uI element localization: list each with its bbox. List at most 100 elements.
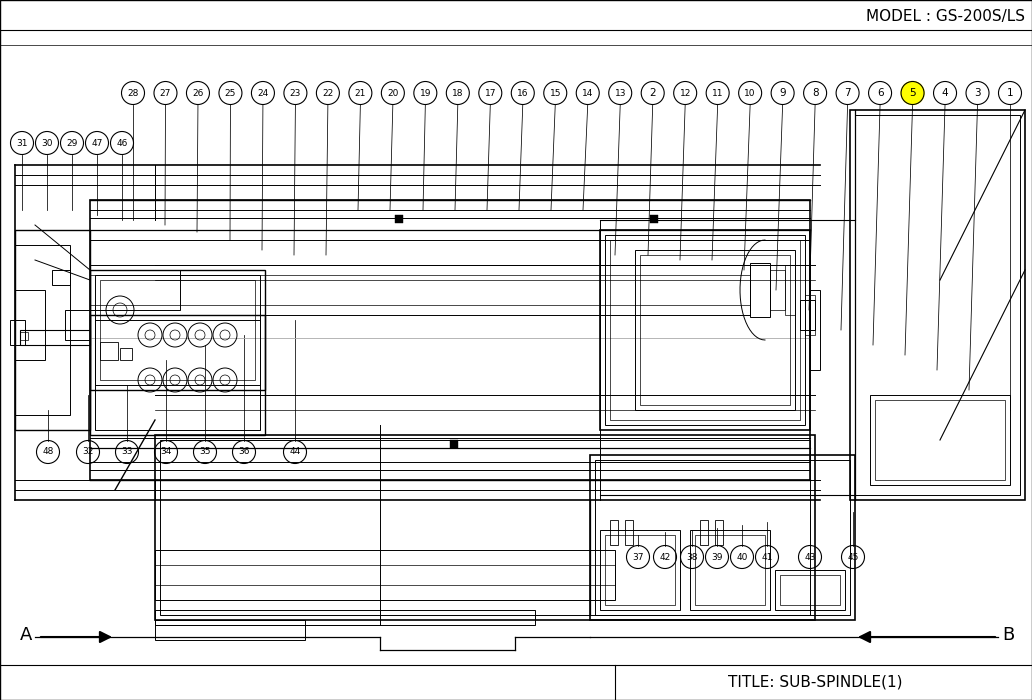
Text: 45: 45 [847, 552, 859, 561]
Bar [600, 530, 680, 610]
Bar [770, 270, 785, 310]
Text: 8: 8 [812, 88, 818, 98]
Bar [10, 320, 25, 345]
Text: 23: 23 [290, 88, 301, 97]
Text: 27: 27 [160, 88, 171, 97]
Bar [52, 270, 70, 285]
Bar [870, 395, 1010, 485]
Text: 15: 15 [549, 88, 561, 97]
Text: 2: 2 [649, 88, 656, 98]
Bar [715, 520, 723, 545]
Bar [625, 520, 633, 545]
Text: 4: 4 [942, 88, 948, 98]
Bar [90, 315, 265, 435]
Bar [95, 320, 260, 430]
Bar [120, 348, 132, 360]
Bar [155, 610, 535, 625]
Text: 25: 25 [225, 88, 236, 97]
Text: 24: 24 [257, 88, 268, 97]
Text: TITLE: SUB-SPINDLE(1): TITLE: SUB-SPINDLE(1) [728, 675, 902, 690]
Text: 36: 36 [238, 447, 250, 456]
Bar [90, 270, 180, 310]
Bar [605, 535, 675, 605]
Bar [450, 440, 458, 448]
Bar [95, 275, 260, 385]
Text: 19: 19 [420, 88, 431, 97]
Text: 12: 12 [679, 88, 690, 97]
Text: 44: 44 [289, 447, 300, 456]
Bar [395, 215, 404, 223]
Bar [15, 290, 45, 360]
Bar [700, 520, 708, 545]
Text: 18: 18 [452, 88, 463, 97]
Bar [65, 310, 90, 340]
Text: 22: 22 [322, 88, 333, 97]
Text: 14: 14 [582, 88, 593, 97]
Text: 42: 42 [659, 552, 671, 561]
Text: 40: 40 [736, 552, 748, 561]
Text: 39: 39 [711, 552, 722, 561]
Bar [850, 110, 1025, 500]
Bar [800, 300, 815, 330]
Bar [605, 235, 805, 425]
Bar [90, 270, 265, 390]
Bar [20, 330, 90, 345]
Text: B: B [1003, 626, 1015, 644]
Bar [695, 535, 765, 605]
Text: 10: 10 [744, 88, 755, 97]
Text: 29: 29 [66, 139, 77, 148]
Bar [854, 115, 1020, 495]
Bar [810, 290, 820, 370]
Text: 47: 47 [91, 139, 103, 148]
Bar [595, 460, 850, 615]
Text: 16: 16 [517, 88, 528, 97]
Bar [610, 240, 800, 420]
Text: 48: 48 [42, 447, 54, 456]
Text: A: A [20, 626, 32, 644]
Text: 1: 1 [1006, 88, 1013, 98]
Bar [90, 265, 750, 315]
Text: 9: 9 [779, 88, 786, 98]
Bar [750, 263, 770, 317]
Text: 31: 31 [17, 139, 28, 148]
Text: 37: 37 [633, 552, 644, 561]
Bar [610, 520, 618, 545]
Bar [90, 275, 750, 305]
Bar [635, 250, 795, 410]
Bar [90, 200, 810, 480]
Text: 17: 17 [485, 88, 496, 97]
Bar [15, 230, 90, 430]
Bar [775, 570, 845, 610]
Bar [690, 530, 770, 610]
Text: 33: 33 [121, 447, 133, 456]
Bar [640, 255, 791, 405]
Bar [650, 215, 658, 223]
Bar [100, 280, 255, 380]
Text: 41: 41 [762, 552, 773, 561]
Bar [20, 332, 28, 340]
Text: 6: 6 [877, 88, 883, 98]
Text: 43: 43 [804, 552, 815, 561]
Text: 30: 30 [41, 139, 53, 148]
Bar [805, 295, 815, 335]
Text: 26: 26 [192, 88, 203, 97]
Bar [780, 575, 840, 605]
Text: 3: 3 [974, 88, 980, 98]
Bar [155, 620, 305, 640]
Bar [785, 265, 795, 315]
Bar [100, 342, 118, 360]
Text: 13: 13 [614, 88, 626, 97]
Text: 46: 46 [117, 139, 128, 148]
Text: MODEL : GS-200S/LS: MODEL : GS-200S/LS [866, 10, 1025, 25]
Bar [15, 245, 70, 415]
Circle shape [901, 81, 924, 104]
Text: 35: 35 [199, 447, 211, 456]
Bar [160, 440, 810, 615]
Bar [875, 400, 1005, 480]
Text: 38: 38 [686, 552, 698, 561]
Bar [600, 230, 810, 430]
Bar [155, 435, 815, 620]
Bar [590, 455, 854, 620]
Text: 32: 32 [83, 447, 94, 456]
Bar [155, 565, 615, 585]
